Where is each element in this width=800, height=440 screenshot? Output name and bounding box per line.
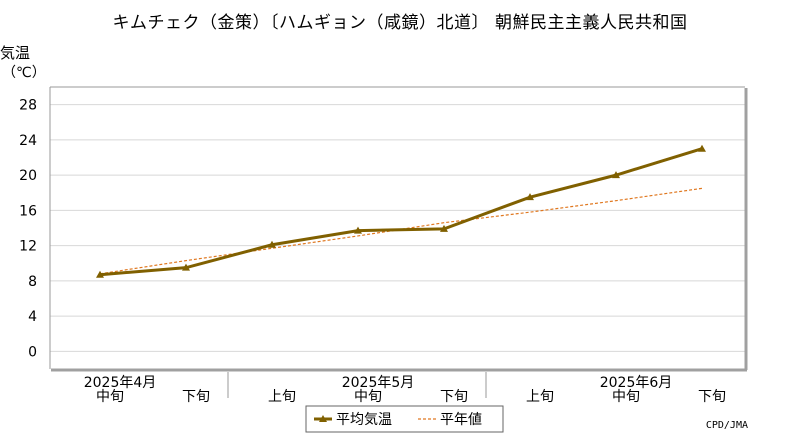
legend-box <box>305 405 504 433</box>
legend-mean-label: 平均気温 <box>336 412 392 428</box>
mean-temp-point <box>612 171 620 179</box>
y-tick-label: 20 <box>19 168 37 184</box>
y-tick-labels: 0 4 8 12 16 20 24 28 <box>19 98 37 361</box>
y-tick-label: 4 <box>28 309 37 325</box>
grid-lines <box>50 104 745 352</box>
x-tick-label: 中旬 <box>354 389 382 405</box>
x-tick-label: 中旬 <box>96 389 124 405</box>
mean-temp-point <box>182 263 190 271</box>
mean-temp-line <box>99 147 703 277</box>
y-tick-label: 16 <box>19 203 37 219</box>
legend: 平均気温 平年値 <box>305 405 504 433</box>
normal-line <box>99 187 703 275</box>
x-tick-label: 下旬 <box>182 389 210 405</box>
y-tick-label: 24 <box>19 133 37 149</box>
x-tick-label: 上旬 <box>268 389 296 405</box>
mean-temp-point <box>440 224 448 232</box>
y-tick-label: 12 <box>19 239 37 255</box>
legend-mean-marker <box>319 415 327 422</box>
x-month-label: 2025年4月 <box>84 375 157 391</box>
series-layer <box>96 144 706 278</box>
y-axis-label: 気温 <box>0 44 31 62</box>
chart-title: キムチェク（金策）〔ハムギョン（咸鏡）北道〕 朝鮮民主主義人民共和国 <box>112 13 688 33</box>
mean-temp-point <box>698 144 706 152</box>
mean-temp-point <box>526 193 534 201</box>
x-month-label: 2025年5月 <box>342 375 415 391</box>
y-tick-label: 28 <box>19 98 37 114</box>
credit-text: CPD/JMA <box>705 420 748 431</box>
mean-temp-point <box>268 240 276 248</box>
plot-area <box>50 87 745 369</box>
x-tick-label: 下旬 <box>440 389 468 405</box>
y-axis-unit: （℃） <box>2 65 46 81</box>
x-month-label: 2025年6月 <box>600 375 673 391</box>
y-tick-label: 0 <box>28 344 37 360</box>
x-tick-label: 下旬 <box>698 389 726 405</box>
legend-normal-label: 平年値 <box>440 412 482 428</box>
mean-temp-point <box>354 226 362 234</box>
x-tick-label: 中旬 <box>612 389 640 405</box>
x-tick-label: 上旬 <box>526 389 554 405</box>
mean-temp-point <box>96 270 104 278</box>
y-tick-label: 8 <box>28 274 37 290</box>
